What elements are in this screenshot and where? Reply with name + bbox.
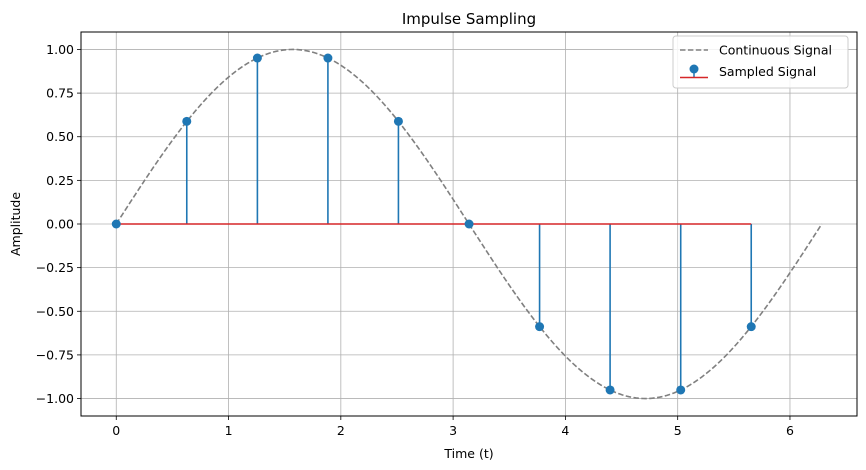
sample-point — [676, 385, 686, 395]
legend: Continuous Signal Sampled Signal — [672, 35, 849, 89]
sample-point — [535, 322, 545, 332]
chart-title: Impulse Sampling — [402, 10, 536, 28]
sample-point — [746, 322, 756, 332]
y-tick-label: 0.25 — [46, 173, 74, 188]
markers-layer — [111, 53, 756, 395]
x-tick-label: 4 — [561, 423, 569, 438]
x-tick-label: 3 — [449, 423, 457, 438]
legend-continuous-label: Continuous Signal — [719, 43, 832, 58]
x-tick-label: 1 — [225, 423, 233, 438]
y-tick-label: −1.00 — [36, 391, 74, 406]
sample-point — [252, 53, 262, 63]
sample-point — [605, 385, 615, 395]
y-axis-label: Amplitude — [8, 192, 23, 256]
sample-point — [323, 53, 333, 63]
stems-layer — [185, 58, 753, 390]
x-tick-label: 0 — [112, 423, 120, 438]
legend-sampled-label: Sampled Signal — [719, 64, 816, 79]
x-tick-label: 5 — [674, 423, 682, 438]
y-tick-label: 0.50 — [46, 129, 74, 144]
legend-box — [672, 35, 849, 89]
x-tick-label: 2 — [337, 423, 345, 438]
sample-point — [111, 219, 121, 229]
legend-sampled-marker-swatch — [689, 64, 699, 74]
x-axis-label: Time (t) — [443, 446, 493, 461]
y-tick-label: −0.75 — [36, 347, 74, 362]
y-tick-label: −0.50 — [36, 304, 74, 319]
y-tick-label: −0.25 — [36, 260, 74, 275]
x-tick-label: 6 — [786, 423, 794, 438]
y-tick-label: 0.75 — [46, 86, 74, 101]
y-tick-label: 0.00 — [46, 217, 74, 232]
sample-point — [464, 219, 474, 229]
sample-point — [182, 116, 192, 126]
grid — [81, 32, 857, 416]
ticks: 0 1 2 3 4 5 6 −1.00 −0.75 −0.50 −0.25 0.00 0.25 0.50 0… — [36, 42, 794, 438]
y-tick-label: 1.00 — [46, 42, 74, 57]
sample-point — [393, 116, 403, 126]
